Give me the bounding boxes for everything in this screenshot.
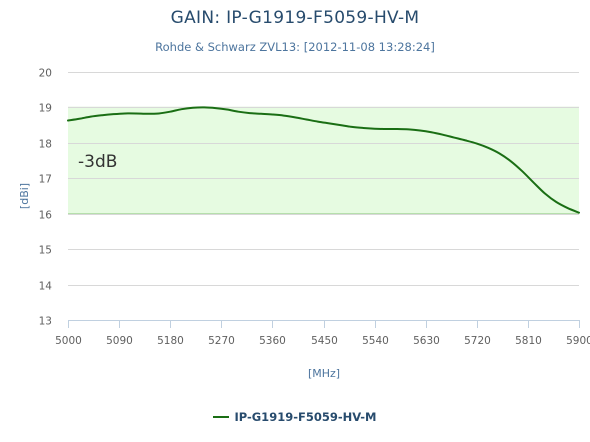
x-tick-label: 5630 [413,335,440,347]
series-line [67,106,580,214]
y-tick-label: 13 [39,316,52,328]
x-tick-label: 5810 [515,335,542,347]
chart-title: GAIN: IP-G1919-F5059-HV-M [170,8,420,28]
series-layer [67,106,580,214]
band-label: -3dB [78,152,117,172]
axis-layer: 13 14 15 16 17 18 19 20 5000 5090 5180 5270 5360 5450… [39,68,590,348]
legend-label: IP-G1919-F5059-HV-M [234,410,377,424]
y-tick-label: 18 [39,139,52,151]
y-tick-label: 16 [39,210,53,222]
y-tick-label: 15 [39,245,52,257]
chart-subtitle: Rohde & Schwarz ZVL13: [2012-11-08 13:28… [155,40,435,54]
x-tick-label: 5360 [259,335,286,347]
x-tick-label: 5900 [566,335,590,347]
x-tick-label: 5270 [208,335,235,347]
x-tick-label: 5720 [464,335,491,347]
legend[interactable]: IP-G1919-F5059-HV-M [0,410,590,424]
y-tick-label: 20 [39,68,52,80]
y-tick-label: 14 [39,281,53,293]
x-axis-title: [MHz] [308,367,340,380]
x-tick-label: 5540 [362,335,389,347]
x-tick-label: 5090 [106,335,133,347]
legend-swatch [213,415,230,418]
x-tick-label: 5180 [157,335,184,347]
y-tick-label: 19 [39,103,52,115]
x-tick-label: 5000 [55,335,82,347]
y-tick-label: 17 [39,174,52,186]
band-area [68,107,579,214]
band-layer [68,106,579,215]
x-tick-label: 5450 [311,335,338,347]
y-axis-title: [dBi] [18,183,31,209]
